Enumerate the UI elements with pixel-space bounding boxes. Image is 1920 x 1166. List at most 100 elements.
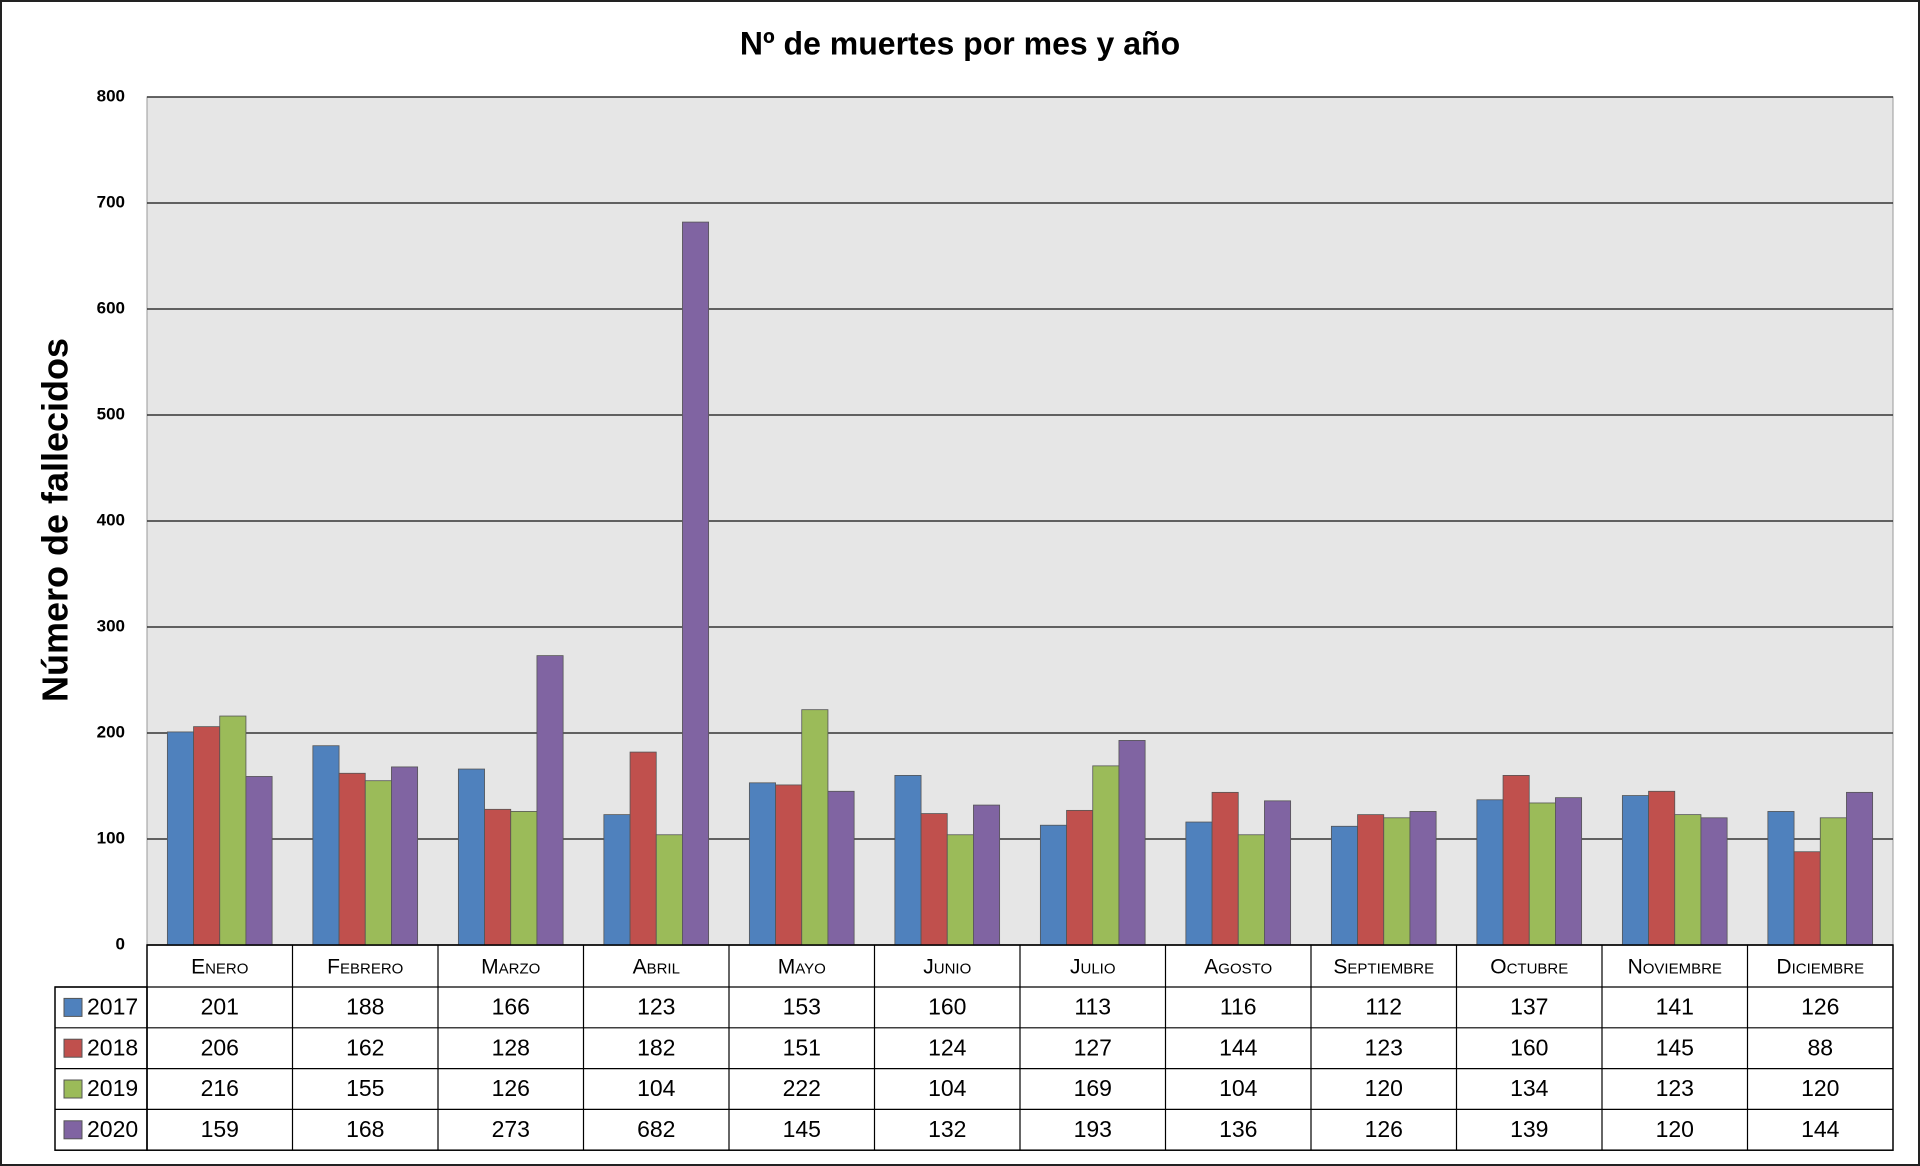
bar xyxy=(312,745,340,946)
y-tick-label: 400 xyxy=(97,510,125,529)
bar xyxy=(920,813,948,946)
bar xyxy=(1357,814,1385,946)
bar xyxy=(801,709,829,946)
table-value: 159 xyxy=(201,1116,239,1142)
legend-label: 2018 xyxy=(87,1034,138,1060)
table-value: 134 xyxy=(1510,1075,1549,1101)
table-value: 145 xyxy=(783,1116,821,1142)
table-value: 136 xyxy=(1219,1116,1257,1142)
table-value: 166 xyxy=(492,993,530,1019)
legend-swatch xyxy=(63,1120,83,1140)
table-value: 123 xyxy=(637,993,675,1019)
table-value: 144 xyxy=(1219,1034,1258,1060)
bar xyxy=(1383,817,1411,946)
table-value: 151 xyxy=(783,1034,821,1060)
x-tick-label: Febrero xyxy=(327,956,403,979)
table-value: 126 xyxy=(1365,1116,1403,1142)
x-tick-label: Octubre xyxy=(1490,956,1568,979)
bar xyxy=(1819,817,1847,946)
bar xyxy=(1793,851,1821,946)
table-value: 222 xyxy=(783,1075,821,1101)
bar xyxy=(1528,802,1556,946)
y-tick-label: 600 xyxy=(97,298,125,317)
x-tick-label: Noviembre xyxy=(1628,956,1722,979)
bar xyxy=(682,221,710,946)
y-tick-label: 200 xyxy=(97,722,125,741)
bar xyxy=(1476,799,1504,946)
legend-swatch xyxy=(63,1038,83,1058)
table-value: 682 xyxy=(637,1116,675,1142)
table-value: 116 xyxy=(1220,993,1257,1019)
table-value: 153 xyxy=(783,993,821,1019)
bar xyxy=(193,726,221,946)
legend-label: 2020 xyxy=(87,1116,138,1142)
table-value: 168 xyxy=(346,1116,384,1142)
bar xyxy=(1039,824,1067,946)
table-value: 206 xyxy=(201,1034,239,1060)
bar xyxy=(1264,800,1292,946)
bar xyxy=(629,751,657,946)
bar xyxy=(946,834,974,946)
bar xyxy=(484,808,512,946)
legend-label: 2017 xyxy=(87,993,138,1019)
table-value: 162 xyxy=(346,1034,384,1060)
table-value: 123 xyxy=(1365,1034,1403,1060)
bar xyxy=(1185,821,1213,946)
table-value: 144 xyxy=(1801,1116,1840,1142)
bar xyxy=(219,715,247,946)
chart-title: Nº de muertes por mes y año xyxy=(740,25,1180,61)
y-tick-label: 700 xyxy=(97,192,125,211)
y-axis-label: Número de fallecidos xyxy=(35,338,76,702)
x-tick-label: Agosto xyxy=(1204,956,1272,979)
x-tick-label: Julio xyxy=(1070,956,1116,979)
table-value: 120 xyxy=(1801,1075,1839,1101)
table-value: 216 xyxy=(201,1075,239,1101)
bar xyxy=(1502,775,1530,946)
table-value: 124 xyxy=(928,1034,967,1060)
bar xyxy=(1674,814,1702,946)
table-value: 188 xyxy=(346,993,384,1019)
y-tick-label: 100 xyxy=(97,828,125,847)
y-tick-label: 0 xyxy=(116,934,125,953)
table-value: 141 xyxy=(1656,993,1694,1019)
x-tick-label: Marzo xyxy=(481,956,540,979)
bar xyxy=(1621,795,1649,946)
bar xyxy=(364,780,392,946)
x-tick-label: Diciembre xyxy=(1776,956,1864,979)
table-value: 137 xyxy=(1510,993,1548,1019)
table-value: 120 xyxy=(1656,1116,1694,1142)
y-tick-label: 300 xyxy=(97,616,125,635)
bar xyxy=(1092,765,1120,946)
bar xyxy=(1118,740,1146,946)
bar xyxy=(748,782,776,946)
table-value: 160 xyxy=(928,993,966,1019)
table-value: 169 xyxy=(1074,1075,1112,1101)
bar xyxy=(1846,791,1874,946)
y-tick-label: 500 xyxy=(97,404,125,423)
legend-label: 2019 xyxy=(87,1075,138,1101)
bar xyxy=(1237,834,1265,946)
legend-swatch xyxy=(63,1079,83,1099)
table-value: 113 xyxy=(1074,993,1111,1019)
table-value: 273 xyxy=(492,1116,530,1142)
table-value: 126 xyxy=(492,1075,530,1101)
table-value: 139 xyxy=(1510,1116,1548,1142)
bar xyxy=(391,766,419,946)
table-value: 88 xyxy=(1807,1034,1833,1060)
table-value: 104 xyxy=(637,1075,676,1101)
x-tick-label: Junio xyxy=(923,956,971,979)
bar xyxy=(245,776,273,946)
x-tick-label: Abril xyxy=(633,956,680,979)
bar xyxy=(655,834,683,946)
table-value: 132 xyxy=(928,1116,966,1142)
table-value: 123 xyxy=(1656,1075,1694,1101)
bar xyxy=(603,814,631,946)
bar xyxy=(1066,809,1094,946)
bar xyxy=(1767,811,1795,946)
bar xyxy=(510,811,538,946)
bar xyxy=(1648,790,1676,946)
bar xyxy=(973,804,1001,946)
table-value: 120 xyxy=(1365,1075,1403,1101)
table-value: 193 xyxy=(1074,1116,1112,1142)
